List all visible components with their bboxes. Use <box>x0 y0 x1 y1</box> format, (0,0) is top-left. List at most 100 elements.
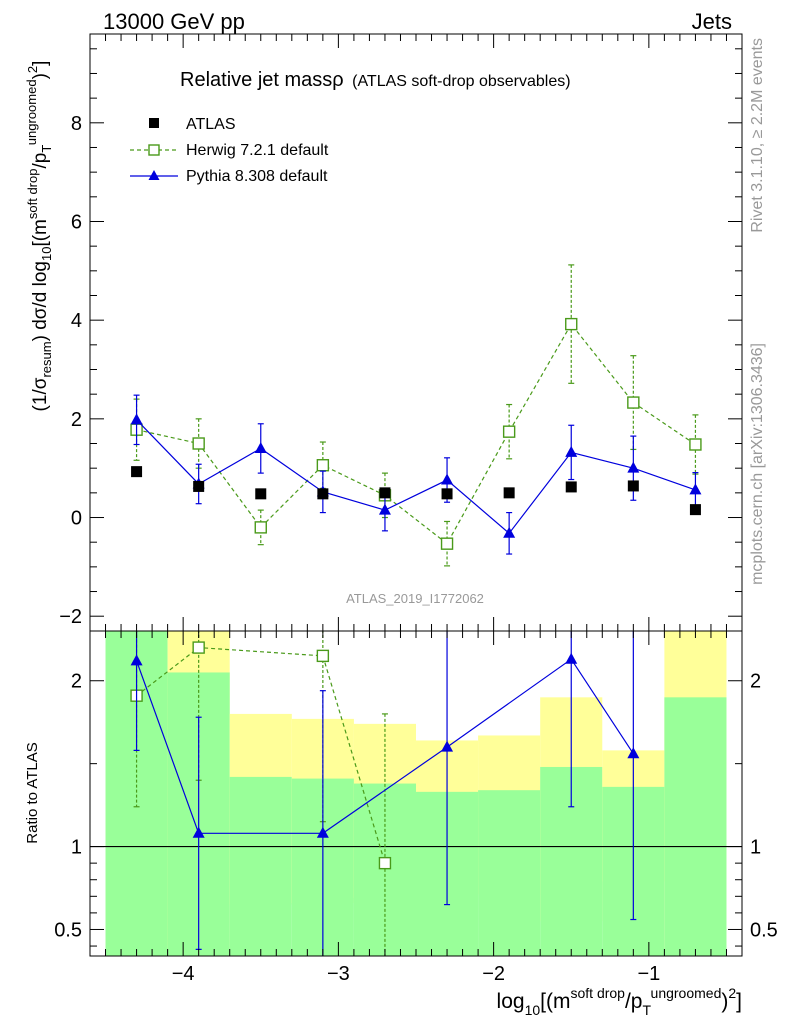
main-ytick-label: 0 <box>71 508 82 530</box>
ylabel-b: ) dσ/d log <box>30 261 51 341</box>
xlabel-e: ] <box>736 990 742 1013</box>
xlabel-b: [(m <box>540 990 570 1013</box>
main-ytick-label: 2 <box>71 409 82 431</box>
xlabel-d-sup: 2 <box>728 985 736 1001</box>
ylabel-d-sup: ungroomed <box>24 79 39 145</box>
main-ytick-label: 8 <box>71 113 82 135</box>
legend-herwig-marker <box>148 144 160 156</box>
atlas-point <box>689 504 701 516</box>
pythia-point <box>441 473 454 485</box>
ratio-pythia-point <box>627 747 640 759</box>
ratio-ytick-label-right: 2 <box>750 671 761 693</box>
ratio-xtick-label: −4 <box>172 963 195 985</box>
ylabel-c: [(m <box>30 219 51 246</box>
ratio-band-green <box>478 790 541 956</box>
ratio-xlabel: log10[(msoft drop/pTungroomed)2] <box>497 985 742 1018</box>
legend: ATLAS Herwig 7.2.1 default Pythia 8.308 … <box>130 116 329 185</box>
header-left: 13000 GeV pp <box>103 9 245 34</box>
ratio-pythia-point <box>441 740 454 752</box>
xlabel-c: /p <box>625 990 643 1013</box>
ratio-pythia-point <box>316 826 329 838</box>
main-ylabel: (1/σresum) dσ/d log10[(msoft drop/pTungr… <box>24 61 54 412</box>
ratio-data-layer <box>130 631 640 956</box>
ylabel-f: ] <box>30 61 51 66</box>
ratio-panel: 0.5 0.5 1 1 2 2 −4 −3 −2 −1 Ratio to ATLAS log10[… <box>24 630 778 1018</box>
ratio-band-green <box>664 697 727 956</box>
main-panel: −2 0 2 4 6 8 Relative jet massρ (ATLAS soft-d… <box>24 33 743 632</box>
ratio-xtick-label: −2 <box>482 963 505 985</box>
ratio-pythia-point <box>130 654 143 666</box>
main-title-sub: (ATLAS soft-drop observables) <box>352 73 570 90</box>
ratio-ylabel: Ratio to ATLAS <box>24 742 41 843</box>
xlabel-a: log <box>497 990 525 1013</box>
legend-pythia-label: Pythia 8.308 default <box>186 168 328 185</box>
xlabel-c-sup: ungroomed <box>651 985 722 1001</box>
herwig-point <box>689 438 702 451</box>
xlabel-c-sub: T <box>642 1002 651 1018</box>
ratio-herwig-point <box>192 641 205 654</box>
atlas-point <box>627 480 639 492</box>
ratio-band-green <box>229 776 292 956</box>
main-ytick-label: −2 <box>59 606 82 628</box>
ratio-ytick-label-right: 0.5 <box>750 919 778 941</box>
xlabel-b-sup: soft drop <box>570 985 625 1001</box>
ratio-pythia-line <box>136 658 634 834</box>
pythia-point <box>254 441 267 453</box>
xlabel-a-sub: 10 <box>525 1002 541 1018</box>
herwig-point <box>565 317 578 331</box>
herwig-point <box>627 396 640 409</box>
ratio-pythia-point <box>565 652 578 664</box>
ratio-ytick-label-left: 1 <box>71 837 82 859</box>
legend-atlas-marker <box>149 118 159 128</box>
ylabel-b-sub: 10 <box>39 247 54 261</box>
pythia-point <box>689 483 702 495</box>
atlas-point <box>131 466 143 478</box>
main-title: Relative jet massρ (ATLAS soft-drop obse… <box>180 69 571 91</box>
atlas-point <box>441 488 453 500</box>
pythia-line <box>136 419 696 535</box>
pythia-point <box>130 413 143 425</box>
main-ticks: −2 0 2 4 6 8 <box>59 34 742 631</box>
ratio-ytick-label-left: 2 <box>71 671 82 693</box>
ylabel-c-sup: soft drop <box>25 169 40 220</box>
ratio-herwig-point <box>378 856 392 870</box>
ylabel-d-sub: T <box>39 145 54 153</box>
herwig-line <box>136 323 696 545</box>
herwig-point <box>502 425 516 438</box>
atlas-point <box>255 488 267 500</box>
ratio-ytick-label-left: 0.5 <box>54 919 82 941</box>
atlas-point <box>193 480 205 492</box>
ratio-xtick-label: −3 <box>327 963 350 985</box>
pythia-point <box>627 461 640 473</box>
main-ytick-label: 4 <box>71 310 82 332</box>
ylabel-a: (1/σ <box>30 377 51 411</box>
ratio-ticks: 0.5 0.5 1 1 2 2 −4 −3 −2 −1 <box>54 631 778 985</box>
pythia-point <box>565 445 578 457</box>
ylabel-a-sub: resum <box>39 341 54 377</box>
atlas-point <box>565 481 577 493</box>
herwig-point <box>440 537 454 550</box>
watermark: ATLAS_2019_I1772062 <box>346 591 484 606</box>
ratio-xtick-label: −1 <box>637 963 660 985</box>
ylabel-d: /p <box>30 153 51 169</box>
legend-atlas-label: ATLAS <box>186 116 236 133</box>
xlabel-d: ) <box>721 990 728 1013</box>
herwig-point <box>316 459 330 472</box>
main-data-layer <box>130 264 702 567</box>
ratio-herwig-line <box>136 646 386 864</box>
atlas-point <box>379 487 391 499</box>
rivet-label: Rivet 3.1.10, ≥ 2.2M events <box>749 38 766 233</box>
herwig-point <box>254 521 267 534</box>
atlas-point <box>503 487 515 499</box>
ylabel-e: ) <box>30 73 51 79</box>
main-title-main: Relative jet massρ <box>180 69 344 91</box>
ratio-ytick-label-right: 1 <box>750 837 761 859</box>
ratio-pythia-point <box>192 826 205 838</box>
pythia-point <box>378 503 391 515</box>
mcplots-label: mcplots.cern.ch [arXiv:1306.3436] <box>749 343 766 585</box>
ratio-bands <box>90 631 742 956</box>
header-right: Jets <box>692 9 732 34</box>
legend-herwig-label: Herwig 7.2.1 default <box>186 142 329 159</box>
legend-pythia-marker <box>148 170 160 180</box>
